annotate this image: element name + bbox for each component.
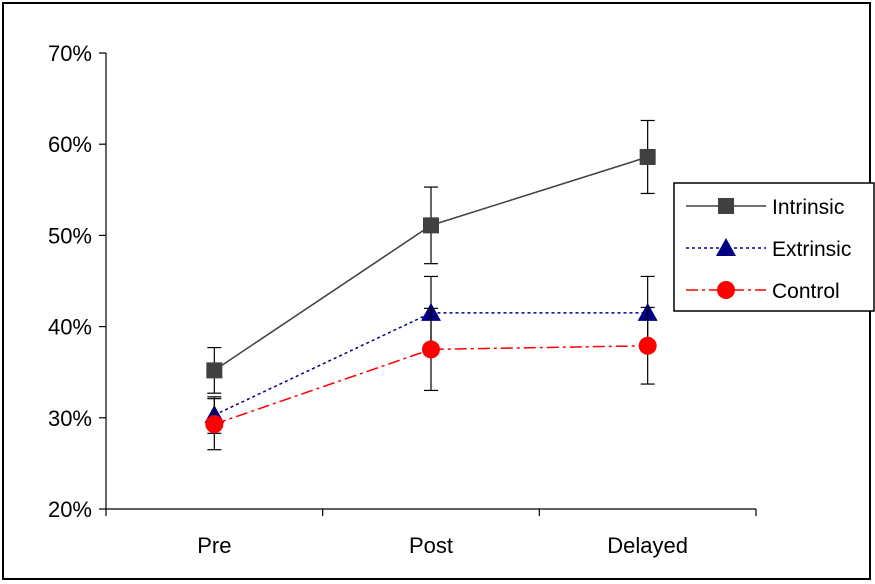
x-tick-label: Delayed bbox=[607, 533, 688, 558]
data-point-intrinsic bbox=[423, 217, 439, 234]
data-point-control bbox=[422, 340, 440, 359]
data-point-control bbox=[205, 415, 224, 434]
y-tick-label: 30% bbox=[48, 406, 92, 431]
legend-label-intrinsic: Intrinsic bbox=[772, 196, 844, 219]
legend-marker-intrinsic bbox=[718, 198, 734, 214]
data-point-intrinsic bbox=[206, 362, 223, 379]
y-tick-label: 50% bbox=[48, 223, 92, 248]
y-tick-label: 20% bbox=[48, 497, 92, 522]
series-layer bbox=[204, 119, 658, 451]
y-tick-label: 40% bbox=[48, 315, 92, 340]
series-line-extrinsic bbox=[214, 312, 648, 416]
y-tick-label: 70% bbox=[48, 41, 92, 66]
series-line-control bbox=[214, 345, 648, 425]
legend: Intrinsic Extrinsic Control bbox=[673, 182, 875, 312]
legend-label-extrinsic: Extrinsic bbox=[772, 238, 851, 261]
legend-label-control: Control bbox=[772, 280, 840, 303]
series-control bbox=[205, 306, 657, 451]
series-intrinsic bbox=[206, 119, 656, 394]
y-tick-label: 60% bbox=[48, 132, 92, 157]
legend-marker-control bbox=[717, 281, 735, 299]
data-point-control bbox=[638, 336, 657, 355]
x-tick-label: Pre bbox=[197, 533, 231, 558]
axes: 20% 30% 40% 50% 60% 70% Pre Post Delayed bbox=[48, 41, 757, 558]
legend-box bbox=[673, 182, 875, 312]
data-point-intrinsic bbox=[639, 148, 656, 165]
x-tick-label: Post bbox=[409, 533, 453, 558]
legend-marker-extrinsic bbox=[716, 238, 736, 256]
